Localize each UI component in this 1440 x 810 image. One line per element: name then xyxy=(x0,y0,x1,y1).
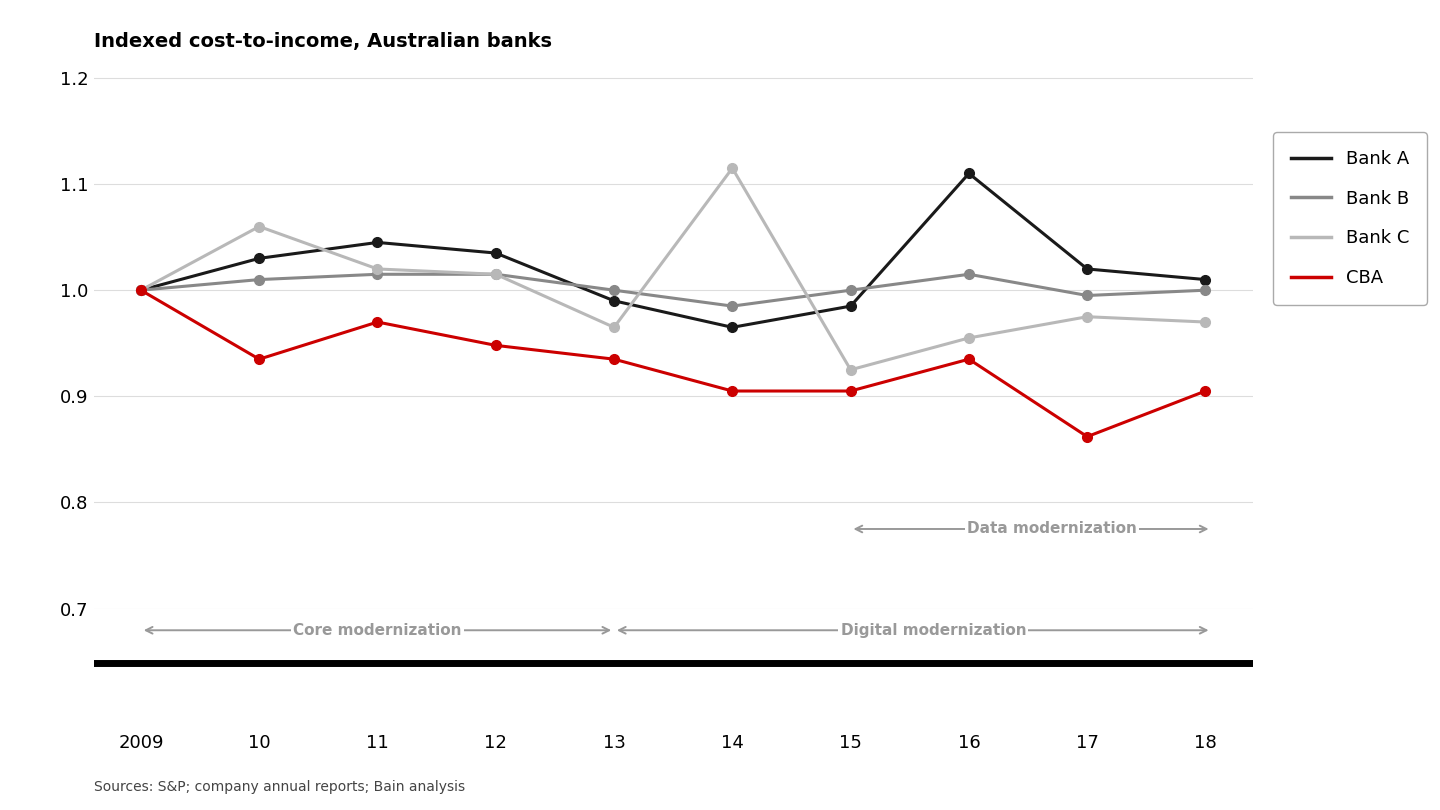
Bank B xyxy=(487,270,504,279)
Bank A xyxy=(1079,264,1096,274)
Bank A xyxy=(369,237,386,247)
Bank B xyxy=(842,285,860,295)
Bank B xyxy=(724,301,742,311)
Text: Indexed cost-to-income, Australian banks: Indexed cost-to-income, Australian banks xyxy=(94,32,552,51)
CBA xyxy=(724,386,742,396)
Line: CBA: CBA xyxy=(135,285,1211,441)
Bank C xyxy=(842,365,860,375)
Legend: Bank A, Bank B, Bank C, CBA: Bank A, Bank B, Bank C, CBA xyxy=(1273,132,1427,305)
Line: Bank C: Bank C xyxy=(135,164,1211,375)
Text: Digital modernization: Digital modernization xyxy=(841,623,1027,637)
Bank C xyxy=(1079,312,1096,322)
Text: Data modernization: Data modernization xyxy=(966,522,1136,536)
Bank A xyxy=(487,248,504,258)
Bank B xyxy=(132,285,150,295)
Bank C xyxy=(251,222,268,232)
Bank C xyxy=(960,333,978,343)
Bank C xyxy=(724,164,742,173)
Bank B xyxy=(960,270,978,279)
Bank A xyxy=(605,296,622,305)
CBA xyxy=(487,340,504,350)
CBA xyxy=(842,386,860,396)
Bank B xyxy=(1197,285,1214,295)
Bank A xyxy=(132,285,150,295)
Line: Bank A: Bank A xyxy=(135,168,1211,332)
Bank A xyxy=(960,168,978,178)
CBA xyxy=(251,354,268,364)
Bank C xyxy=(1197,318,1214,327)
CBA xyxy=(132,285,150,295)
Bank C xyxy=(132,285,150,295)
Bank C xyxy=(369,264,386,274)
CBA xyxy=(1079,432,1096,441)
Bank C xyxy=(487,270,504,279)
CBA xyxy=(1197,386,1214,396)
CBA xyxy=(369,318,386,327)
CBA xyxy=(605,354,622,364)
CBA xyxy=(960,354,978,364)
Bank A xyxy=(251,254,268,263)
Bank B xyxy=(251,275,268,284)
Line: Bank B: Bank B xyxy=(135,270,1211,311)
Bank B xyxy=(605,285,622,295)
Text: Core modernization: Core modernization xyxy=(294,623,462,637)
Bank A xyxy=(724,322,742,332)
Bank B xyxy=(1079,291,1096,301)
Bank A xyxy=(842,301,860,311)
Bank B xyxy=(369,270,386,279)
Bank C xyxy=(605,322,622,332)
Text: Sources: S&P; company annual reports; Bain analysis: Sources: S&P; company annual reports; Ba… xyxy=(94,780,465,794)
Bank A xyxy=(1197,275,1214,284)
